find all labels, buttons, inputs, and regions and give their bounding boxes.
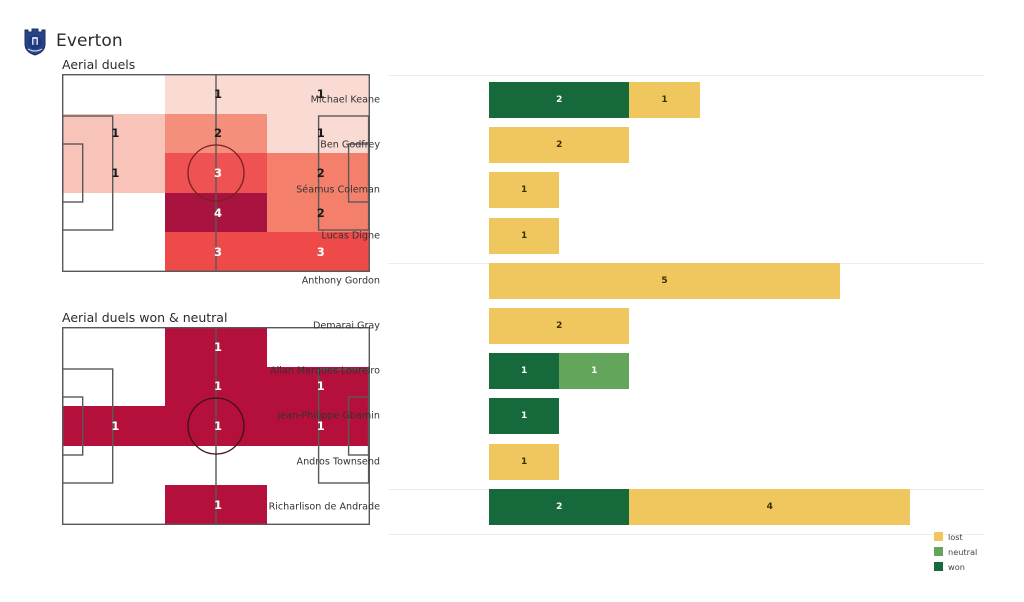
bar-segment-value: 1: [520, 185, 528, 196]
bar-row[interactable]: Ben Godfrey 2: [320, 127, 984, 164]
legend-item-won[interactable]: won: [934, 560, 977, 573]
group-separator: [388, 75, 984, 76]
heatmap-cell: [164, 113, 268, 154]
bar-segment-lost[interactable]: 5: [489, 262, 840, 299]
aerial-duels-bar-chart: Michael Keane 2 1 Ben Godfrey 2 Séamus Colema…: [269, 62, 988, 535]
bar-row-label: Lucas Digne: [321, 230, 380, 242]
bar-row-label: Ben Godfrey: [320, 139, 380, 151]
heatmap-cell: [267, 192, 370, 233]
heatmap-cell: [164, 406, 268, 446]
bar-row[interactable]: Allan Marques Loureiro 1 1: [270, 353, 984, 390]
bar-segment-value: 1: [520, 456, 528, 467]
bar-row-label: Andros Townsend: [296, 456, 380, 468]
heatmap-cell: [164, 192, 268, 233]
chart-legend: lost neutral won: [934, 530, 977, 575]
everton-crest-icon: [24, 28, 46, 56]
group-separator: [388, 533, 984, 535]
bar-segment-value: 2: [556, 501, 563, 512]
team-name: Everton: [56, 31, 123, 51]
heatmap-cell: [164, 74, 268, 114]
heatmap-cell: [62, 406, 165, 446]
bar-segment-value: 1: [520, 230, 528, 241]
bar-segment-won[interactable]: 1: [489, 353, 560, 390]
heatmap-cell: [62, 113, 165, 154]
bar-segment-value: 5: [661, 275, 668, 286]
aerial-duels-title: Aerial duels: [62, 57, 136, 72]
legend-label: neutral: [948, 546, 978, 557]
bar-segment-neutral[interactable]: 1: [559, 353, 630, 390]
heatmap-cell: [164, 366, 268, 407]
bar-segment-lost[interactable]: 2: [489, 308, 630, 344]
bar-segment-value: 1: [520, 366, 528, 377]
bar-row[interactable]: Lucas Digne 1: [321, 217, 984, 254]
legend-label: lost: [948, 531, 963, 542]
heatmap-cell: [164, 232, 268, 272]
bar-segment-value: 2: [556, 321, 563, 331]
bar-segment-value: 2: [556, 140, 563, 151]
bar-segment-lost[interactable]: 4: [629, 488, 911, 525]
legend-swatch-icon: [934, 547, 943, 556]
bar-segment-lost[interactable]: 1: [489, 217, 560, 254]
bar-segment-lost[interactable]: 1: [489, 172, 560, 209]
bar-row-label: Séamus Coleman: [296, 184, 380, 196]
bar-segment-value: 1: [520, 411, 528, 422]
bar-row[interactable]: Richarlison de Andrade 2 4: [269, 488, 984, 525]
aerial-duels-won-neutral-title: Aerial duels won & neutral: [62, 310, 228, 325]
bar-segment-won[interactable]: 2: [489, 488, 630, 525]
legend-item-lost[interactable]: lost: [934, 530, 977, 543]
bar-segment-won[interactable]: 1: [489, 398, 560, 435]
bar-segment-lost[interactable]: 2: [489, 127, 630, 164]
legend-item-neutral[interactable]: neutral: [934, 545, 977, 558]
legend-swatch-icon: [934, 562, 943, 571]
legend-swatch-icon: [934, 532, 943, 541]
bar-row[interactable]: Demarai Gray 2: [313, 308, 984, 344]
heatmap-cell: [164, 327, 268, 367]
bar-segment-value: 4: [766, 501, 773, 512]
bar-segment-value: 1: [591, 366, 598, 377]
legend-label: won: [948, 561, 965, 572]
bar-row-label: Demarai Gray: [313, 320, 380, 332]
bar-row[interactable]: Séamus Coleman 1: [296, 172, 984, 209]
bar-row[interactable]: Michael Keane 2 1: [311, 82, 984, 118]
heatmap-cell: [62, 153, 165, 193]
bar-row-label: Anthony Gordon: [301, 275, 380, 287]
heatmap-cell: [164, 153, 268, 193]
bar-row-label: Jean-Philippe Gbamin: [277, 410, 380, 422]
bar-segment-value: 1: [661, 95, 668, 105]
bar-segment-won[interactable]: 2: [489, 82, 630, 118]
bar-row[interactable]: Jean-Philippe Gbamin 1: [277, 398, 984, 435]
team-header: Everton: [22, 26, 123, 56]
bar-row[interactable]: Andros Townsend 1: [297, 443, 984, 480]
bar-row[interactable]: Anthony Gordon 5: [302, 262, 984, 299]
bar-row-label: Richarlison de Andrade: [268, 501, 380, 513]
bar-row-label: Michael Keane: [310, 94, 380, 106]
bar-segment-value: 2: [556, 95, 563, 105]
bar-segment-lost[interactable]: 1: [629, 82, 700, 118]
heatmap-cell: [164, 485, 268, 525]
bar-segment-lost[interactable]: 1: [489, 443, 560, 480]
bar-row-label: Allan Marques Loureiro: [270, 365, 380, 377]
